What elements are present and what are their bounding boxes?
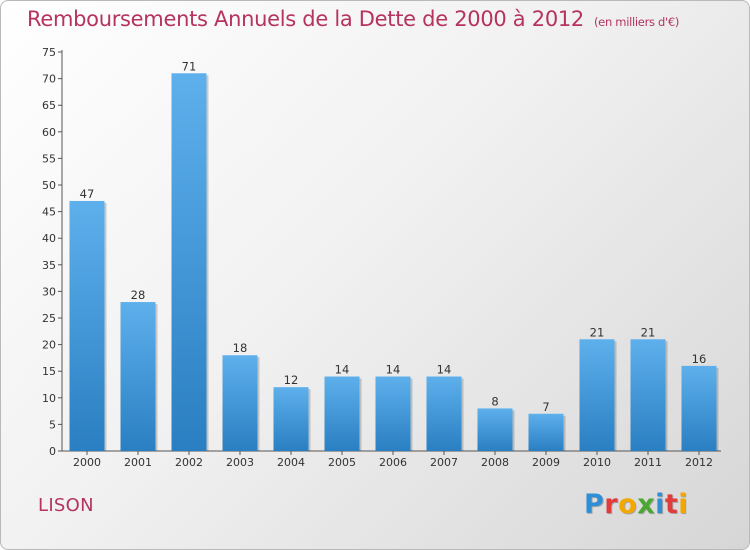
x-tick-label: 2010 (583, 456, 611, 469)
bar (222, 355, 258, 451)
data-label: 47 (80, 187, 95, 201)
y-tick-label: 40 (42, 232, 56, 245)
logo-letter: i (655, 489, 665, 520)
data-label: 16 (692, 352, 707, 366)
logo-letter: t (664, 489, 679, 520)
chart-title-text: Remboursements Annuels de la Dette de 20… (27, 7, 584, 31)
y-tick-label: 5 (49, 418, 56, 431)
bar (630, 339, 666, 451)
y-tick-label: 60 (42, 126, 56, 139)
bar (579, 339, 615, 451)
x-tick-label: 2012 (685, 456, 713, 469)
bar (477, 408, 513, 451)
bar (324, 376, 360, 451)
y-tick-label: 70 (42, 73, 56, 86)
data-label: 14 (437, 363, 452, 377)
logo-letter: x (637, 489, 656, 520)
data-labels: 47 28 71 18 12 14 14 14 8 7 21 21 16 (80, 59, 707, 413)
y-tick-label: 65 (42, 99, 56, 112)
data-label: 12 (284, 373, 299, 387)
data-label: 21 (590, 325, 605, 339)
data-label: 14 (386, 363, 401, 377)
logo-letter: o (618, 489, 638, 520)
data-label: 71 (182, 59, 197, 73)
x-tick-label: 2011 (634, 456, 662, 469)
data-label: 18 (233, 341, 248, 355)
y-tick-label: 55 (42, 152, 56, 165)
x-tick-label: 2006 (379, 456, 407, 469)
bar (273, 387, 309, 451)
proxiti-logo: Proxiti (584, 489, 688, 520)
bar (375, 376, 411, 451)
data-label: 8 (491, 394, 498, 408)
bar (171, 73, 207, 451)
bar (681, 365, 717, 451)
y-tick-label: 15 (42, 365, 56, 378)
chart-title: Remboursements Annuels de la Dette de 20… (27, 7, 679, 31)
chart-unit: (en milliers d'€) (594, 15, 680, 29)
logo-letter: P (584, 489, 605, 520)
bars (69, 73, 719, 451)
x-tick-label: 2007 (430, 456, 458, 469)
y-tick-label: 35 (42, 259, 56, 272)
bar (528, 413, 564, 451)
x-tick-label: 2005 (328, 456, 356, 469)
data-label: 14 (335, 363, 350, 377)
x-tick-label: 2008 (481, 456, 509, 469)
logo-letter: r (604, 489, 619, 520)
x-tick-label: 2001 (124, 456, 152, 469)
x-tick-label: 2009 (532, 456, 560, 469)
y-tick-label: 10 (42, 392, 56, 405)
x-tick-label: 2000 (73, 456, 101, 469)
y-tick-label: 50 (42, 179, 56, 192)
bar (426, 376, 462, 451)
y-tick-label: 20 (42, 339, 56, 352)
y-tick-label: 25 (42, 312, 56, 325)
x-tick-label: 2004 (277, 456, 305, 469)
x-tick-label: 2003 (226, 456, 254, 469)
bar (69, 200, 105, 451)
y-tick-label: 45 (42, 206, 56, 219)
y-tick-label: 30 (42, 285, 56, 298)
data-label: 28 (131, 288, 146, 302)
axes: 0 5 10 15 20 25 30 35 40 45 50 55 60 65 70 75 2000 2001 20… (42, 46, 721, 469)
data-label: 21 (641, 325, 656, 339)
data-label: 7 (542, 400, 549, 414)
y-tick-label: 75 (42, 46, 56, 59)
y-tick-label: 0 (49, 445, 56, 458)
logo-letter: i (678, 489, 689, 520)
x-tick-label: 2002 (175, 456, 203, 469)
commune-name: LISON (38, 495, 94, 516)
bar (120, 302, 156, 451)
